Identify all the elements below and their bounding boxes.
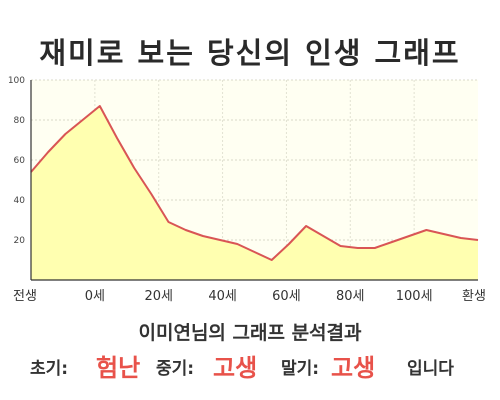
x-tick-label: 100세	[396, 289, 433, 304]
chart-title: 재미로 보는 당신의 인생 그래프	[39, 36, 461, 70]
area-fill	[31, 106, 478, 280]
y-tick-label: 100	[8, 76, 25, 86]
y-tick-label: 40	[14, 196, 26, 206]
early-value: 험난	[96, 354, 141, 382]
x-tick-label: 40세	[208, 289, 237, 304]
analysis-subtitle: 이미연님의 그래프 분석결과	[138, 322, 362, 344]
x-tick-label: 60세	[272, 289, 301, 304]
ending-text: 입니다	[407, 359, 454, 379]
x-tick-label: 전생	[13, 289, 37, 304]
x-tick-label: 20세	[144, 289, 173, 304]
early-label: 초기:	[30, 359, 69, 379]
middle-label: 중기:	[156, 359, 195, 379]
y-tick-label: 80	[14, 116, 26, 126]
x-tick-label: 환생	[462, 289, 486, 304]
analysis-result: 초기: 험난 중기: 고생 말기: 고생 입니다	[0, 346, 500, 382]
late-label: 말기:	[281, 359, 320, 379]
late-value: 고생	[331, 354, 376, 382]
y-tick-label: 20	[14, 236, 26, 246]
y-tick-label: 60	[14, 156, 26, 166]
middle-value: 고생	[213, 354, 258, 382]
x-tick-label: 0세	[85, 289, 105, 304]
x-tick-label: 80세	[336, 289, 365, 304]
series-line	[30, 105, 479, 261]
